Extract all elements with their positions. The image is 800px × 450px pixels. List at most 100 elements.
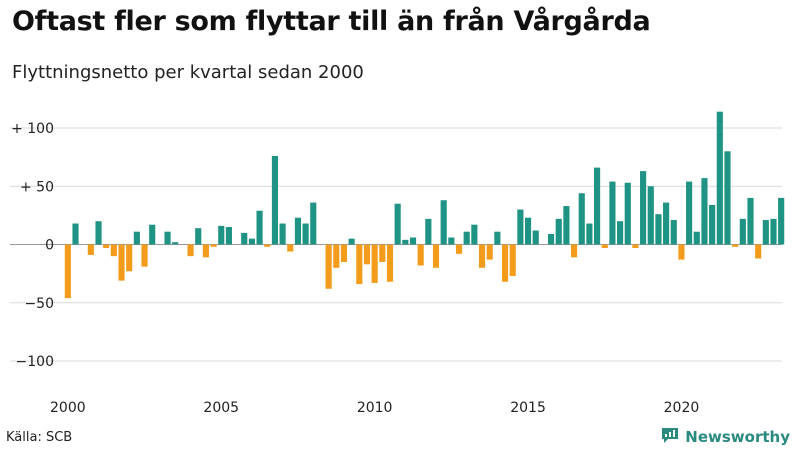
bar — [563, 206, 570, 245]
bar — [601, 244, 608, 248]
bar — [532, 230, 539, 245]
bar — [340, 244, 348, 262]
bar — [494, 231, 501, 245]
bar — [225, 227, 232, 245]
bar — [172, 242, 179, 245]
x-tick-label: 2005 — [203, 400, 239, 416]
bar — [655, 214, 662, 245]
bar — [141, 244, 148, 267]
bar — [333, 244, 340, 268]
chart-title: Oftast fler som flyttar till än från Vår… — [12, 6, 651, 37]
y-tick-label: + 100 — [11, 121, 54, 137]
bar — [471, 224, 478, 245]
bar — [778, 197, 785, 245]
bar — [402, 239, 409, 245]
y-tick-label: −100 — [16, 354, 54, 370]
bar — [256, 210, 263, 245]
bar — [302, 223, 309, 245]
bar — [325, 244, 332, 289]
bar — [632, 244, 639, 248]
y-tick-label: 0 — [45, 238, 54, 254]
bar — [348, 238, 355, 245]
bar — [241, 232, 248, 245]
bar — [103, 244, 110, 248]
bar — [409, 237, 417, 245]
bar — [762, 220, 769, 245]
bar — [640, 171, 647, 245]
bar — [133, 231, 140, 245]
bar — [770, 218, 777, 245]
bar — [64, 244, 71, 299]
bar — [425, 218, 432, 245]
brand-name: Newsworthy — [685, 428, 790, 446]
brand-logo[interactable]: Newsworthy — [660, 426, 790, 448]
bar — [187, 244, 194, 257]
bar — [732, 244, 739, 247]
bar — [455, 244, 463, 254]
newsworthy-logo-icon — [660, 426, 680, 448]
bar — [210, 244, 217, 247]
bar — [195, 228, 202, 245]
bar — [294, 217, 302, 245]
bar — [647, 186, 654, 245]
bar — [110, 244, 117, 257]
bar — [724, 151, 731, 245]
bar — [586, 223, 593, 245]
bar — [716, 111, 723, 245]
bar — [264, 244, 271, 247]
bar — [164, 231, 171, 245]
bar — [440, 200, 447, 245]
bar — [555, 218, 562, 245]
bar — [371, 244, 378, 283]
y-tick-label: −50 — [24, 296, 54, 312]
x-axis-ticks: 2000 2005 2010 2015 2020 — [50, 400, 699, 416]
bar — [95, 221, 102, 245]
y-tick-label: + 50 — [20, 179, 54, 195]
bar — [755, 244, 762, 259]
bar — [663, 202, 670, 245]
bar — [509, 244, 516, 276]
bar — [72, 223, 79, 245]
x-tick-label: 2020 — [664, 400, 700, 416]
bar — [524, 217, 532, 245]
bar — [448, 237, 455, 245]
bar — [594, 167, 601, 245]
bar — [501, 244, 509, 282]
bar — [248, 238, 255, 245]
bar — [517, 209, 524, 245]
bar — [310, 202, 317, 245]
x-tick-label: 2015 — [510, 400, 546, 416]
bar — [287, 244, 294, 252]
bar — [747, 197, 754, 245]
bar — [486, 244, 493, 260]
bar — [709, 204, 716, 245]
bar — [363, 244, 371, 265]
x-tick-label: 2000 — [50, 400, 86, 416]
bar-series — [64, 111, 785, 299]
bar — [478, 244, 486, 268]
bar — [686, 181, 693, 245]
x-tick-label: 2010 — [357, 400, 393, 416]
bar — [202, 244, 209, 258]
bar-chart: + 100 + 50 0 −50 −100 2000 2005 2010 2015 2020 — [10, 111, 785, 416]
bar — [678, 244, 685, 260]
source-note: Källa: SCB — [6, 430, 73, 445]
bar — [379, 244, 386, 262]
bar — [739, 218, 746, 245]
bar — [126, 244, 133, 272]
bar — [356, 244, 363, 285]
bar — [701, 178, 708, 245]
bar — [279, 223, 286, 245]
bar — [271, 155, 278, 245]
y-axis-ticks: + 100 + 50 0 −50 −100 — [11, 121, 54, 370]
bar — [693, 231, 700, 245]
bar — [417, 244, 424, 266]
bar — [578, 193, 585, 245]
bar — [386, 244, 394, 282]
bar — [463, 231, 470, 245]
bar — [547, 234, 555, 245]
bar — [218, 225, 225, 245]
bar — [609, 181, 616, 245]
bar — [617, 221, 624, 245]
bar — [394, 203, 401, 245]
